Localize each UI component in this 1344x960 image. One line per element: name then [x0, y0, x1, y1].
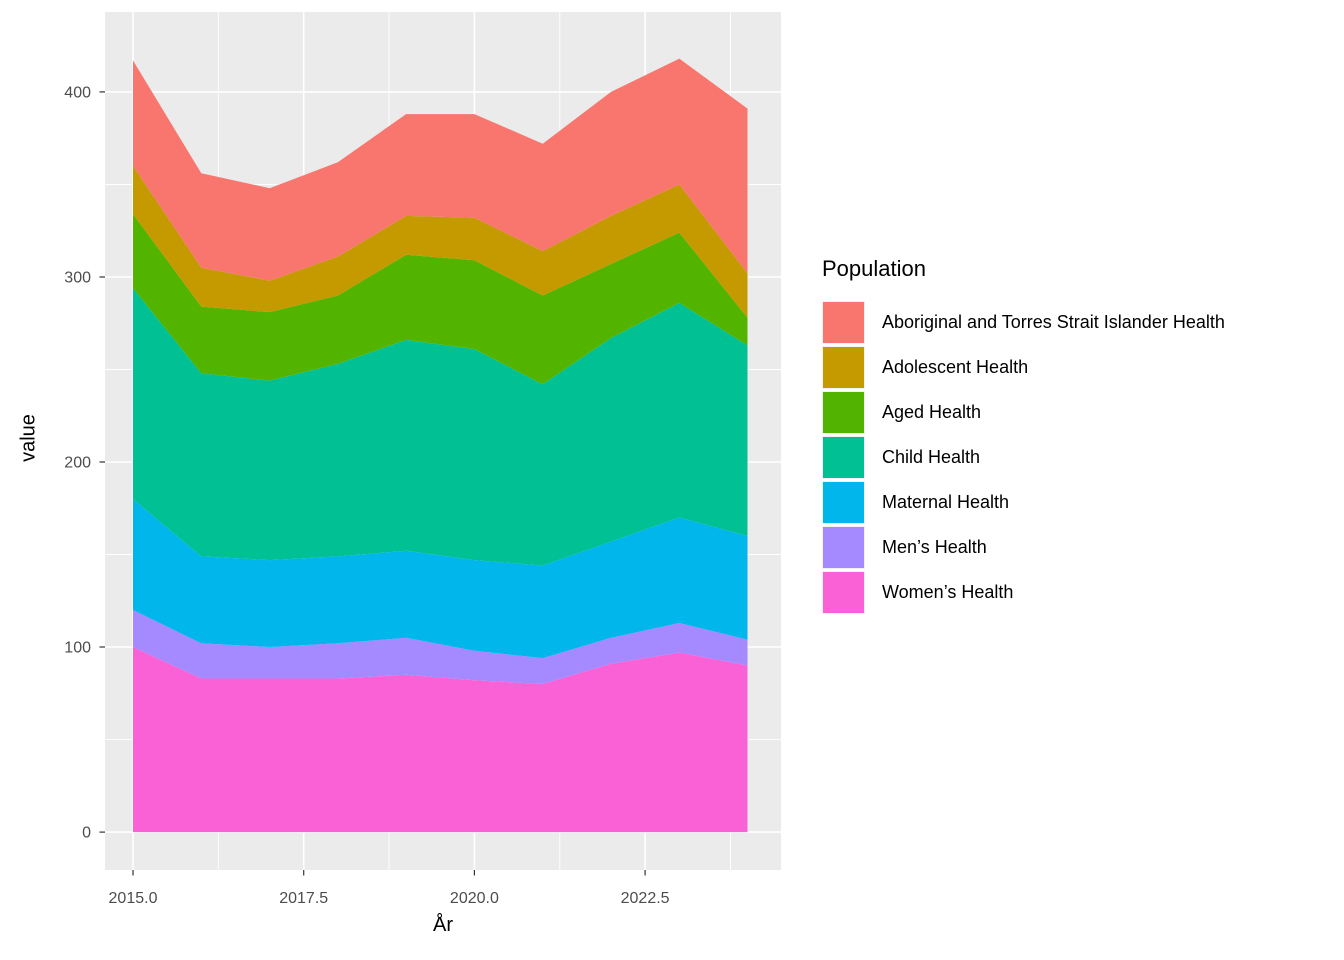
- area-aboriginal-and-torres-strait-islander-health: [133, 58, 748, 281]
- legend-swatch-aboriginal-and-torres-strait-islander-health: [822, 301, 865, 344]
- legend-item: Aged Health: [822, 391, 1225, 434]
- legend-item: Aboriginal and Torres Strait Islander He…: [822, 301, 1225, 344]
- area-men-s-health: [133, 610, 748, 684]
- legend-label: Aboriginal and Torres Strait Islander He…: [882, 312, 1225, 332]
- legend-swatch-adolescent-health: [822, 346, 865, 389]
- legend: Population Aboriginal and Torres Strait …: [822, 256, 1225, 616]
- y-tick-label: 300: [64, 270, 91, 287]
- x-tick-label: 2022.5: [621, 890, 670, 907]
- legend-items: Aboriginal and Torres Strait Islander He…: [822, 301, 1225, 614]
- legend-item: Maternal Health: [822, 481, 1225, 524]
- area-aged-health: [133, 214, 748, 385]
- y-tick-label: 100: [64, 640, 91, 657]
- area-child-health: [133, 288, 748, 566]
- area-adolescent-health: [133, 165, 748, 318]
- legend-label: Child Health: [882, 447, 981, 467]
- area-women-s-health: [133, 647, 748, 833]
- legend-item: Women’s Health: [822, 571, 1225, 614]
- legend-swatch-men-s-health: [822, 526, 865, 569]
- y-tick-label: 200: [64, 455, 91, 472]
- x-axis-title: År: [433, 914, 453, 936]
- legend-item: Men’s Health: [822, 526, 1225, 569]
- legend-item: Child Health: [822, 436, 1225, 479]
- legend-label: Men’s Health: [882, 537, 987, 557]
- x-tick-label: 2017.5: [279, 890, 328, 907]
- y-tick-label: 0: [82, 825, 91, 842]
- legend-swatch-aged-health: [822, 391, 865, 434]
- y-tick-label: 400: [64, 84, 91, 101]
- legend-swatch-child-health: [822, 436, 865, 479]
- x-tick-label: 2020.0: [450, 890, 499, 907]
- legend-label: Adolescent Health: [882, 357, 1029, 377]
- legend-item: Adolescent Health: [822, 346, 1225, 389]
- legend-label: Maternal Health: [882, 492, 1010, 512]
- legend-title: Population: [822, 256, 926, 281]
- x-tick-label: 2015.0: [109, 890, 158, 907]
- legend-swatch-maternal-health: [822, 481, 865, 524]
- legend-swatch-women-s-health: [822, 571, 865, 614]
- legend-label: Aged Health: [882, 402, 982, 422]
- area-maternal-health: [133, 499, 748, 659]
- legend-label: Women’s Health: [882, 582, 1014, 602]
- y-axis-title: value: [17, 414, 40, 462]
